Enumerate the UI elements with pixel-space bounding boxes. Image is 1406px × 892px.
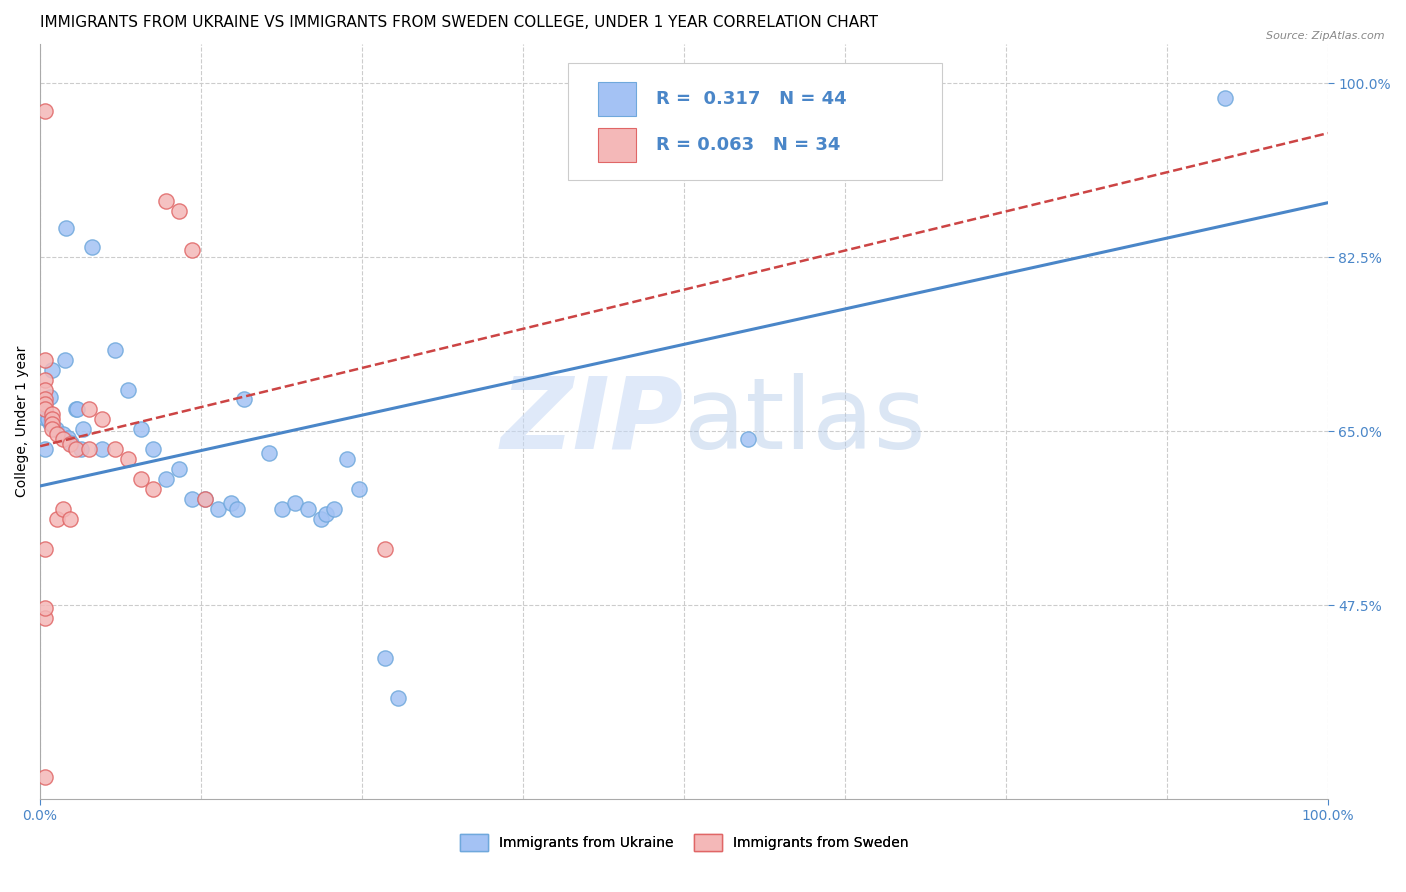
Point [58,431,80,445]
Point [1213,91,1236,105]
Point [167,462,190,476]
Point [207,501,229,516]
Point [90,442,112,457]
Point [284,496,307,510]
Point [374,651,396,665]
Text: ZIP: ZIP [501,373,685,470]
Point [34,402,56,417]
Point [37,412,59,426]
FancyBboxPatch shape [568,62,942,179]
Point [167,203,190,218]
Point [349,482,371,496]
Point [41,408,63,422]
Point [336,452,359,467]
Point [232,392,254,407]
Legend: Immigrants from Ukraine, Immigrants from Sweden: Immigrants from Ukraine, Immigrants from… [454,829,914,856]
Point [41,417,63,432]
Point [39,390,62,404]
Text: R = 0.063   N = 34: R = 0.063 N = 34 [655,136,839,154]
Point [52,432,75,446]
Point [60,436,83,450]
Point [34,104,56,119]
Point [45,512,67,526]
Point [142,482,165,496]
Point [226,501,249,516]
Point [45,422,67,436]
Point [34,373,56,387]
Point [34,770,56,784]
Point [77,402,100,417]
Text: R =  0.317   N = 44: R = 0.317 N = 44 [655,90,846,108]
Point [194,491,217,506]
Point [104,343,127,357]
Point [52,427,75,442]
Point [34,601,56,615]
Point [70,442,93,457]
Point [90,412,112,426]
Point [374,541,396,556]
Bar [598,82,637,116]
Point [65,402,87,417]
Point [72,422,94,436]
Point [52,501,75,516]
Point [34,397,56,411]
Point [322,501,344,516]
Point [142,442,165,457]
Point [59,512,82,526]
Point [65,442,87,457]
Point [117,383,139,397]
Point [34,352,56,367]
Point [129,422,152,436]
Point [387,690,409,705]
Text: Source: ZipAtlas.com: Source: ZipAtlas.com [1267,31,1385,41]
Point [315,507,337,521]
Point [155,194,177,208]
Point [737,432,759,446]
Point [181,244,204,258]
Point [41,422,63,436]
Point [53,352,76,367]
Point [34,402,56,417]
Point [59,437,82,451]
Point [77,442,100,457]
Point [219,496,242,510]
Point [45,427,67,442]
Bar [598,128,637,162]
Point [34,411,56,425]
Point [66,402,89,417]
Point [194,491,217,506]
Y-axis label: College, Under 1 year: College, Under 1 year [15,346,30,497]
Point [34,541,56,556]
Text: atlas: atlas [685,373,925,470]
Point [129,472,152,486]
Point [34,383,56,397]
Point [309,512,332,526]
Point [117,452,139,467]
Text: IMMIGRANTS FROM UKRAINE VS IMMIGRANTS FROM SWEDEN COLLEGE, UNDER 1 YEAR CORRELAT: IMMIGRANTS FROM UKRAINE VS IMMIGRANTS FR… [41,15,879,30]
Point [259,446,281,460]
Point [34,442,56,457]
Point [41,412,63,426]
Point [55,220,77,235]
Point [41,362,63,376]
Point [34,392,56,407]
Point [181,491,204,506]
Point [271,501,294,516]
Point [34,611,56,625]
Point [104,442,127,457]
Point [39,417,62,431]
Point [80,240,103,254]
Point [297,501,319,516]
Point [155,472,177,486]
